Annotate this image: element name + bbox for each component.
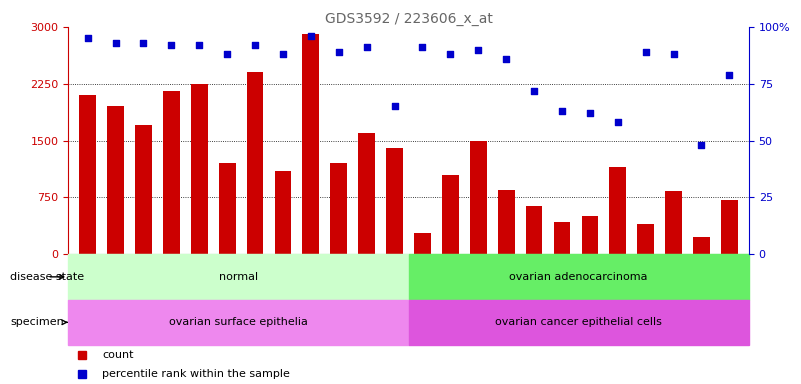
Bar [665,191,682,254]
Bar [386,148,403,254]
Bar [582,216,598,254]
Bar [135,125,152,254]
Text: percentile rank within the sample: percentile rank within the sample [103,369,290,379]
Point [444,51,457,57]
Point [611,119,624,126]
Bar [610,167,626,254]
Text: disease state: disease state [10,272,84,282]
Point [81,35,94,41]
Bar [497,190,514,254]
Text: ovarian surface epithelia: ovarian surface epithelia [169,317,308,327]
Bar [525,206,542,254]
Point [332,49,345,55]
Point [165,42,178,48]
Bar [409,300,749,345]
Bar [358,133,375,254]
Bar [275,171,292,254]
Text: specimen: specimen [10,317,67,327]
Bar [693,237,710,254]
Bar [409,254,749,300]
Bar [163,91,179,254]
Bar [219,163,235,254]
Bar [191,84,207,254]
Bar [553,222,570,254]
Point [304,33,317,39]
Point [695,142,708,148]
Bar [107,106,124,254]
Bar [638,224,654,254]
Point [388,103,401,109]
Point [248,42,261,48]
Point [109,40,122,46]
Text: ovarian adenocarcinoma: ovarian adenocarcinoma [509,272,648,282]
Point [556,108,569,114]
Bar [442,175,459,254]
Point [528,88,541,94]
Point [221,51,234,57]
Bar [303,35,320,254]
Point [472,46,485,53]
Point [137,40,150,46]
Bar [470,141,487,254]
Point [500,56,513,62]
Point [639,49,652,55]
Bar [414,233,431,254]
Text: normal: normal [219,272,258,282]
Point [360,44,373,50]
Bar [330,163,347,254]
Bar [79,95,96,254]
Bar [721,200,738,254]
Bar [247,72,264,254]
Point [276,51,289,57]
Text: ovarian cancer epithelial cells: ovarian cancer epithelial cells [495,317,662,327]
Point [193,42,206,48]
Point [667,51,680,57]
Point [583,110,596,116]
Bar [68,300,409,345]
Point [723,71,736,78]
Point [416,44,429,50]
Bar [68,254,409,300]
Title: GDS3592 / 223606_x_at: GDS3592 / 223606_x_at [324,12,493,26]
Text: count: count [103,350,134,360]
